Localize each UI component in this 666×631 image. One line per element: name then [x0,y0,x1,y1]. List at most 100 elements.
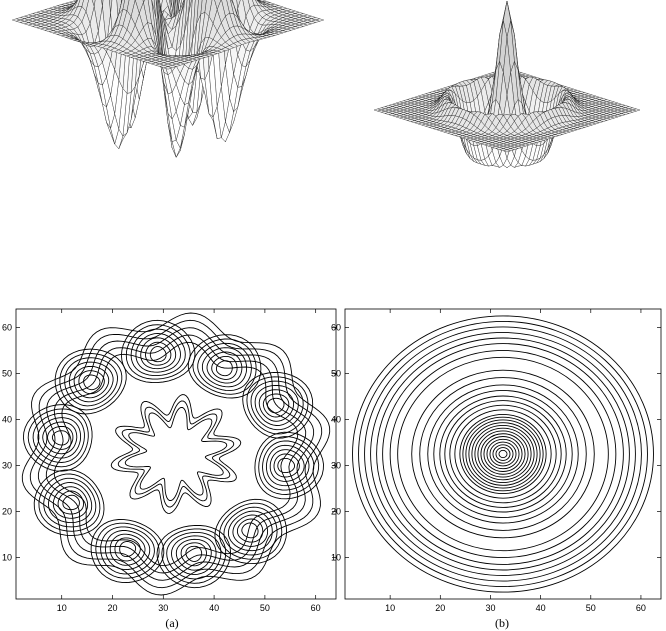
contour-b-circle [483,436,523,472]
contour-a-lobe-line [185,545,203,562]
contour-b-circle [489,441,517,467]
contour-b-circle [433,390,573,518]
contour-a-lobe-line [27,408,89,468]
contour-b-circle [439,395,567,513]
contour-a-lobe-line [37,417,82,459]
contour-a-lobe-line [125,324,191,380]
contour-a-lobe-line [236,518,264,543]
contour-a-lobe-line [130,328,186,377]
contour-a-inner-line [124,407,228,501]
contour-b-circle [471,425,535,483]
caption-a: (a) [165,616,178,630]
contour-b-circle [370,332,636,576]
contour-a-lobe-line [250,380,304,431]
contour-b-circle [459,413,547,495]
contour-a-lobe-line [242,371,314,439]
surface-a-mesh-cell [163,66,173,70]
contour-b-circle [498,449,508,459]
contour-a-lobe-line [218,502,283,560]
contour-a-lobe-line [254,384,299,426]
contour-a-lobe-line [78,370,105,395]
contour-b-circle [462,416,544,492]
contour-b-circle [465,419,541,489]
contour-a-lobe-line [104,530,151,571]
contour-b-y-tick-label: 30 [331,461,341,471]
contour-a-inner-line [117,400,235,508]
contour-b-x-tick-label: 20 [435,603,445,613]
contour-a-outer-line [29,319,323,589]
contour-b-circle [382,343,624,565]
contour-b-plot-frame [344,308,662,600]
contour-a-lobe-line [43,477,97,528]
contour-a-lobe-line [201,347,248,388]
contour-b-circle [364,326,642,582]
contour-a-outer-line [45,334,307,574]
contour-b-circle [486,438,520,470]
contour-b-circle [427,384,579,524]
contour-b-circle [474,427,532,481]
contour-a-lobe-line [145,341,172,366]
contour-b-y-tick-label: 10 [331,553,341,563]
contour-a-lobe-line [258,389,295,422]
contour-b-circle [468,422,538,486]
contour-a-lobe-line [62,494,80,511]
contour-b-x-tick-label: 50 [586,603,596,613]
contour-a-lobe-line [119,541,137,558]
contour-b-circle [397,356,609,552]
contour-a-lobe-line [33,469,105,537]
contour-b-circle [411,369,595,539]
contour-b-circle [454,409,552,499]
contour-a-lobe-line [166,531,222,580]
contour-b-circle [477,430,529,478]
contour-a-lobe-line [120,319,196,384]
contour-a-lobe-line [42,421,78,455]
contour-a-lobe-line [73,365,110,399]
contour-a-inner-line [110,394,242,514]
contour-b-circle [352,315,654,593]
contour-a-lobe-line [254,431,324,500]
contour-a-lobe-line [187,334,262,399]
contour-b-circle [376,337,630,571]
contour-a-lobe-line [140,337,177,370]
contour-a-y-tick-label: 30 [2,461,12,471]
contour-a-outer-line [53,341,299,567]
surface-b-mesh-cell [502,149,512,153]
contour-a-x-tick-label: 50 [260,603,270,613]
contour-a-y-tick-label: 10 [2,553,12,563]
contour-a-lobe-line [156,524,232,589]
contour-a-lobe-line [180,542,207,567]
contour-a-lobe-line [258,436,320,495]
contour-b-y-tick-label: 60 [331,322,341,332]
contour-b-circle [419,377,587,531]
contour-plot-b: 10 20 30 40 50 60 10 20 30 40 50 60 [331,308,662,613]
contour-b-circle [492,444,514,464]
contour-a-lobe-line [95,522,160,579]
contour-b-x-tick-label: 40 [536,603,546,613]
contour-b-x-tick-label: 60 [636,603,646,613]
contour-a-lobe-line [32,412,85,463]
contour-a-lobe-line [64,357,118,407]
contour-a-lobe-line [171,535,217,576]
contour-a-lobe-line [22,404,93,472]
contour-b-y-tick-label: 20 [331,507,341,517]
contour-a-lobe-line [206,351,243,384]
contour-plot-a: 10 20 30 40 50 60 10 20 30 40 50 60 [2,308,337,613]
contour-a-outer-line [21,312,331,596]
contour-a-lobe-line [114,537,141,562]
contour-b-y-tick-label: 50 [331,368,341,378]
contour-a-lobe-line [48,482,93,524]
contour-a-y-tick-label: 20 [2,507,12,517]
contour-b-circle [358,320,648,588]
contour-a-lobe-line [109,533,146,566]
contour-a-lobe-line [135,332,181,373]
contour-a-lobe-line [175,538,212,571]
contour-a-lobe-line [223,506,278,556]
contour-a-x-tick-label: 30 [158,603,168,613]
contour-a-x-tick-label: 20 [108,603,118,613]
contour-a-outer-line [37,327,315,581]
contour-a-lobe-line [52,486,89,519]
contour-a-lobe-line [227,510,273,552]
contour-a-y-tick-label: 60 [2,322,12,332]
contour-b-circle [495,447,511,461]
contour-b-x-tick-label: 30 [485,603,495,613]
